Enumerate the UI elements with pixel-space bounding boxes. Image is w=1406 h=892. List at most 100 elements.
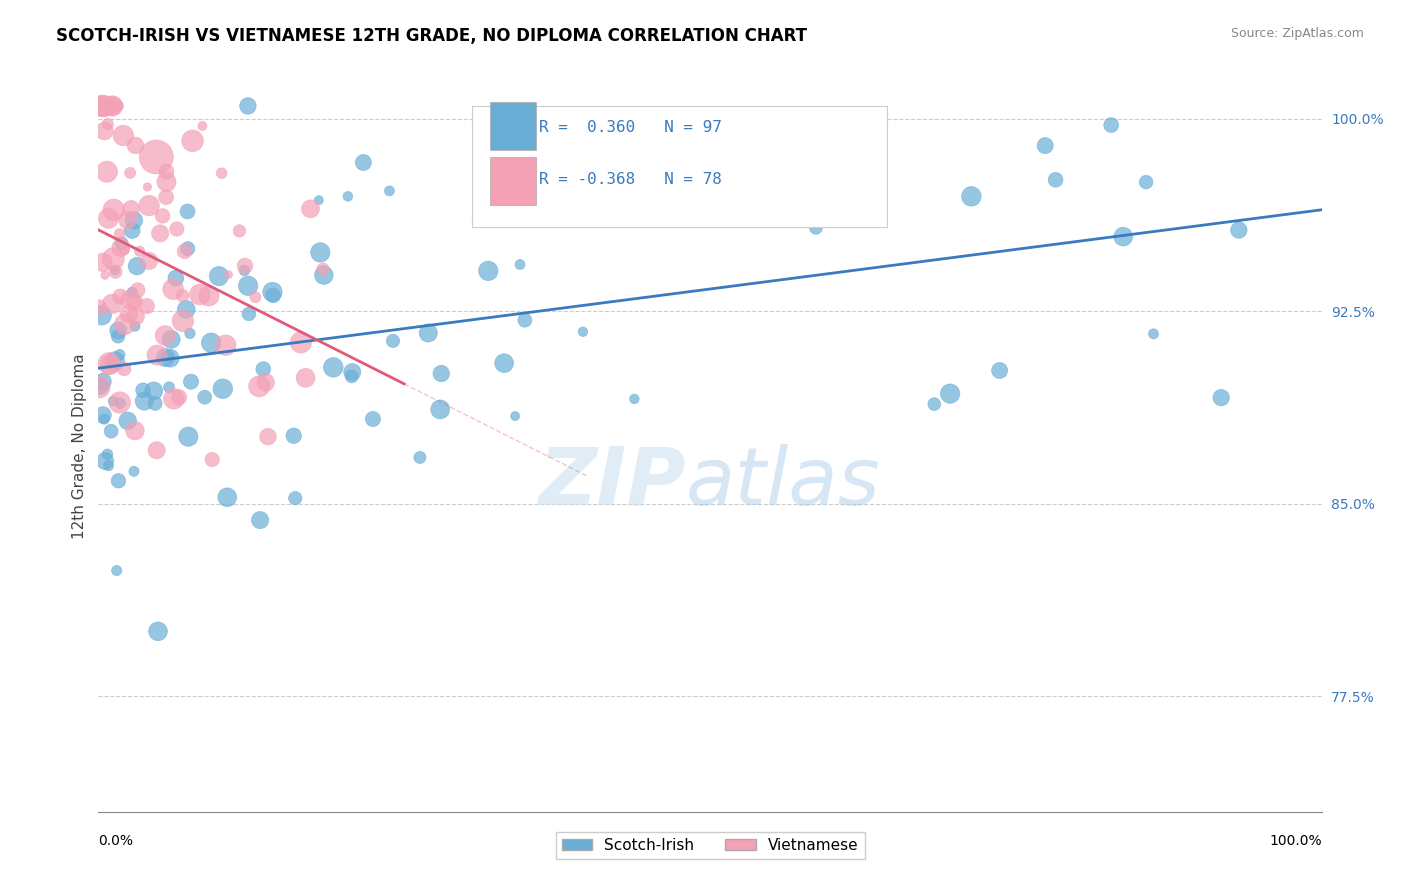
Point	[104, 263, 127, 277]
Point	[177, 430, 200, 444]
Point	[322, 360, 344, 375]
Point	[378, 184, 401, 198]
Point	[352, 155, 374, 169]
Point	[418, 326, 440, 340]
Point	[93, 124, 115, 138]
Point	[820, 149, 842, 163]
Point	[430, 367, 453, 381]
Point	[153, 328, 176, 343]
Point	[142, 384, 165, 398]
Point	[101, 394, 124, 409]
Point	[188, 287, 211, 301]
Point	[217, 490, 239, 504]
Y-axis label: 12th Grade, No Diploma: 12th Grade, No Diploma	[72, 353, 87, 539]
Point	[112, 128, 135, 143]
Point	[960, 189, 983, 203]
Point	[125, 259, 148, 273]
Point	[228, 224, 250, 238]
Point	[236, 278, 259, 293]
Point	[100, 424, 122, 438]
Point	[93, 412, 115, 426]
FancyBboxPatch shape	[471, 106, 887, 227]
Point	[155, 351, 177, 365]
Point	[1227, 223, 1250, 237]
Point	[145, 150, 167, 164]
Point	[211, 382, 233, 396]
Point	[121, 285, 143, 300]
Point	[159, 351, 181, 366]
Point	[108, 395, 131, 409]
Point	[165, 271, 187, 285]
Point	[90, 99, 112, 113]
Point	[382, 334, 405, 348]
Point	[198, 289, 221, 303]
Point	[309, 245, 332, 260]
Point	[160, 332, 183, 346]
Point	[155, 175, 177, 189]
Point	[146, 624, 169, 639]
Point	[134, 394, 156, 409]
Point	[103, 202, 125, 217]
Point	[163, 392, 186, 406]
Text: Source: ZipAtlas.com: Source: ZipAtlas.com	[1230, 27, 1364, 40]
Point	[107, 474, 129, 488]
Point	[90, 99, 112, 113]
Point	[1033, 138, 1056, 153]
Point	[112, 362, 135, 376]
Point	[238, 307, 260, 321]
Point	[191, 119, 214, 133]
Text: R = -0.368   N = 78: R = -0.368 N = 78	[538, 171, 721, 186]
Point	[922, 397, 945, 411]
Point	[236, 99, 259, 113]
Point	[162, 282, 184, 296]
Point	[1099, 118, 1122, 132]
Point	[98, 99, 121, 113]
Point	[149, 227, 172, 241]
Point	[468, 211, 491, 226]
Point	[180, 375, 202, 389]
Point	[509, 258, 531, 272]
Point	[110, 289, 132, 303]
Point	[1211, 391, 1233, 405]
Point	[122, 464, 145, 478]
Point	[245, 290, 267, 304]
Point	[155, 190, 177, 204]
Point	[174, 302, 197, 317]
Point	[94, 454, 117, 468]
Text: ZIP: ZIP	[538, 443, 686, 522]
Point	[308, 193, 330, 207]
Point	[233, 263, 256, 277]
Point	[124, 319, 146, 334]
Point	[108, 348, 131, 362]
Point	[492, 176, 515, 190]
Point	[1135, 175, 1157, 189]
Point	[87, 301, 110, 315]
Point	[120, 202, 142, 216]
Point	[177, 242, 200, 256]
Point	[121, 224, 143, 238]
FancyBboxPatch shape	[489, 157, 536, 204]
Point	[336, 189, 359, 203]
Point	[815, 158, 838, 172]
Point	[299, 202, 322, 216]
Point	[166, 222, 188, 236]
Point	[664, 191, 686, 205]
Point	[107, 329, 129, 343]
Point	[97, 458, 120, 473]
Legend: Scotch-Irish, Vietnamese: Scotch-Irish, Vietnamese	[555, 831, 865, 859]
Point	[233, 259, 256, 273]
Point	[340, 369, 363, 384]
Point	[110, 241, 132, 255]
Point	[112, 243, 135, 257]
Text: R =  0.360   N = 97: R = 0.360 N = 97	[538, 120, 721, 136]
Point	[155, 164, 177, 178]
Point	[145, 443, 167, 458]
Point	[120, 166, 142, 180]
Point	[939, 386, 962, 401]
Text: atlas: atlas	[686, 443, 880, 522]
Point	[89, 379, 111, 393]
Text: SCOTCH-IRISH VS VIETNAMESE 12TH GRADE, NO DIPLOMA CORRELATION CHART: SCOTCH-IRISH VS VIETNAMESE 12TH GRADE, N…	[56, 27, 807, 45]
Point	[128, 244, 150, 259]
Point	[124, 295, 146, 310]
Point	[146, 348, 169, 362]
